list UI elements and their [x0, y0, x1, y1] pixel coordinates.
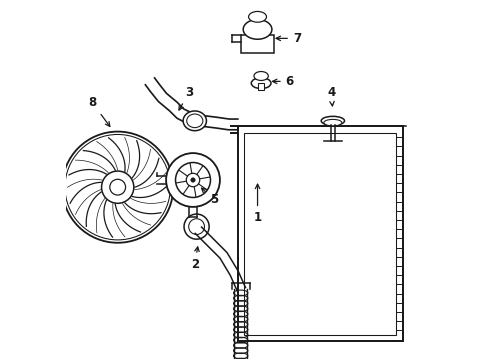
Circle shape	[184, 214, 209, 239]
Ellipse shape	[251, 78, 271, 89]
Text: 2: 2	[191, 247, 199, 271]
Text: 3: 3	[179, 86, 194, 110]
Ellipse shape	[183, 111, 206, 131]
Bar	[242, 35, 274, 53]
Text: 6: 6	[272, 75, 294, 88]
Bar	[258, 83, 264, 90]
Circle shape	[175, 162, 211, 198]
Text: 1: 1	[253, 184, 262, 224]
Ellipse shape	[324, 120, 342, 126]
Ellipse shape	[243, 19, 272, 39]
Bar	[238, 126, 403, 341]
Circle shape	[110, 179, 125, 195]
Circle shape	[101, 171, 134, 203]
Circle shape	[189, 219, 204, 234]
Text: 4: 4	[327, 86, 335, 106]
Text: 5: 5	[201, 188, 219, 206]
Ellipse shape	[254, 72, 269, 81]
Circle shape	[62, 132, 173, 243]
Bar	[245, 133, 396, 335]
Circle shape	[166, 153, 220, 207]
Ellipse shape	[248, 12, 267, 22]
Text: 7: 7	[276, 32, 301, 45]
Circle shape	[186, 173, 200, 187]
Ellipse shape	[321, 116, 344, 125]
Circle shape	[191, 178, 195, 182]
Text: 8: 8	[89, 96, 110, 126]
Ellipse shape	[187, 114, 203, 128]
